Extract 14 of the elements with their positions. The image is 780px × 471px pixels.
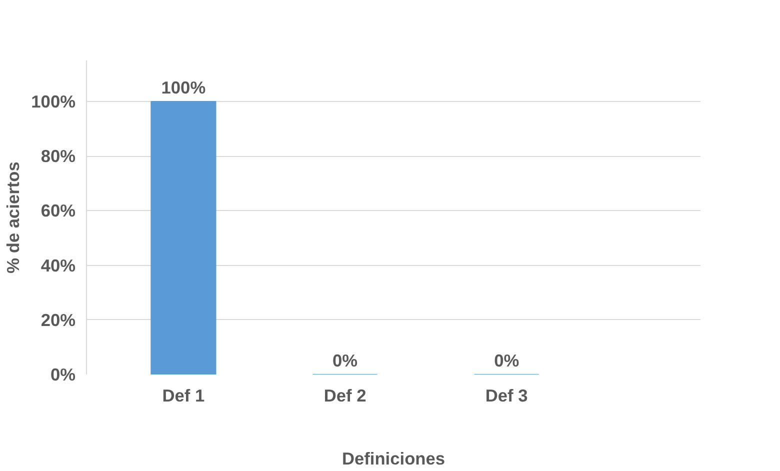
y-tick-label: 60%	[40, 200, 76, 221]
x-tick-label: Def 2	[324, 386, 366, 406]
y-tick-label: 100%	[31, 91, 76, 112]
y-tick-label: 0%	[50, 364, 76, 384]
x-tick-label: Def 3	[485, 386, 528, 406]
y-tick-label: 40%	[40, 255, 76, 276]
y-tick-label: 20%	[40, 310, 76, 330]
data-label: 100%	[161, 77, 206, 98]
data-label: 0%	[494, 350, 520, 370]
y-tick-label: 80%	[40, 146, 76, 166]
y-axis-title: % de aciertos	[3, 162, 24, 274]
x-axis-title: Definiciones	[342, 448, 446, 468]
x-tick-label: Def 1	[162, 386, 205, 406]
data-label: 0%	[332, 350, 358, 370]
